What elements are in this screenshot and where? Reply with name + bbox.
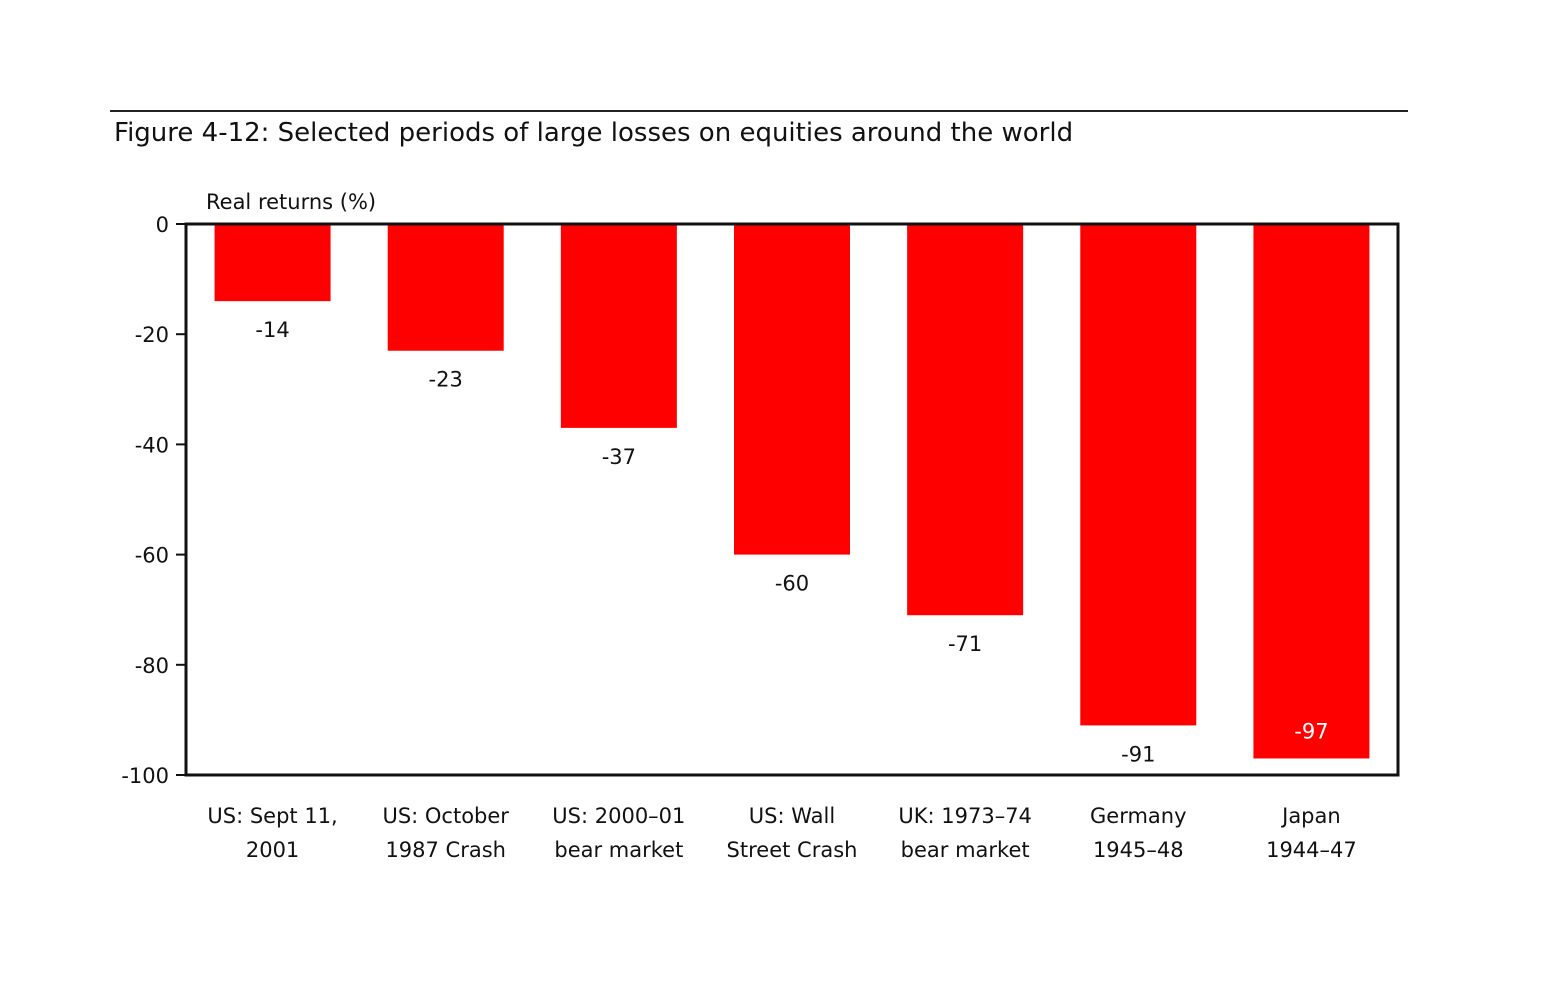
y-ticks-group: 0 -20 -40 -60 -80 -100 (121, 213, 186, 788)
figure-title: Figure 4-12: Selected periods of large l… (114, 118, 1074, 148)
data-label: -14 (255, 318, 289, 342)
category-label: UK: 1973–74 (898, 804, 1032, 828)
category-label: US: 2000–01 (552, 804, 685, 828)
bar (214, 224, 331, 302)
data-label: -37 (602, 445, 636, 469)
data-label: -71 (948, 632, 982, 656)
bar (387, 224, 504, 351)
data-label: -97 (1294, 719, 1328, 743)
category-labels-group: US: Sept 11, 2001 US: October 1987 Crash US:… (207, 804, 1356, 862)
category-label: bear market (554, 838, 683, 862)
category-label: Germany (1090, 804, 1187, 828)
data-label: -91 (1121, 742, 1155, 766)
y-tick-label: 0 (156, 213, 169, 237)
data-label: -60 (775, 572, 809, 596)
bar (1253, 224, 1370, 759)
category-label: 1944–47 (1266, 838, 1357, 862)
category-label: bear market (901, 838, 1030, 862)
category-label: Street Crash (727, 838, 858, 862)
bar (1080, 224, 1197, 726)
category-label: 2001 (246, 838, 299, 862)
category-label: US: Wall (749, 804, 835, 828)
bar (560, 224, 677, 428)
category-label: 1987 Crash (385, 838, 506, 862)
data-labels-group: -14 -23 -37 -60 -71 -91 -97 (255, 318, 1328, 766)
y-tick-label: -100 (121, 764, 169, 788)
bar (907, 224, 1024, 616)
y-axis-label: Real returns (%) (206, 190, 376, 214)
category-label: US: October (382, 804, 509, 828)
y-tick-label: -40 (135, 433, 169, 457)
bars-group (214, 224, 1370, 759)
data-label: -23 (429, 368, 463, 392)
bar (734, 224, 850, 555)
y-tick-label: -20 (135, 323, 169, 347)
y-tick-label: -80 (135, 654, 169, 678)
title-rule (110, 110, 1408, 112)
category-label: US: Sept 11, (207, 804, 337, 828)
category-label: 1945–48 (1093, 838, 1184, 862)
y-tick-label: -60 (135, 544, 169, 568)
category-label: Japan (1280, 804, 1341, 828)
plot-frame (184, 222, 1400, 777)
